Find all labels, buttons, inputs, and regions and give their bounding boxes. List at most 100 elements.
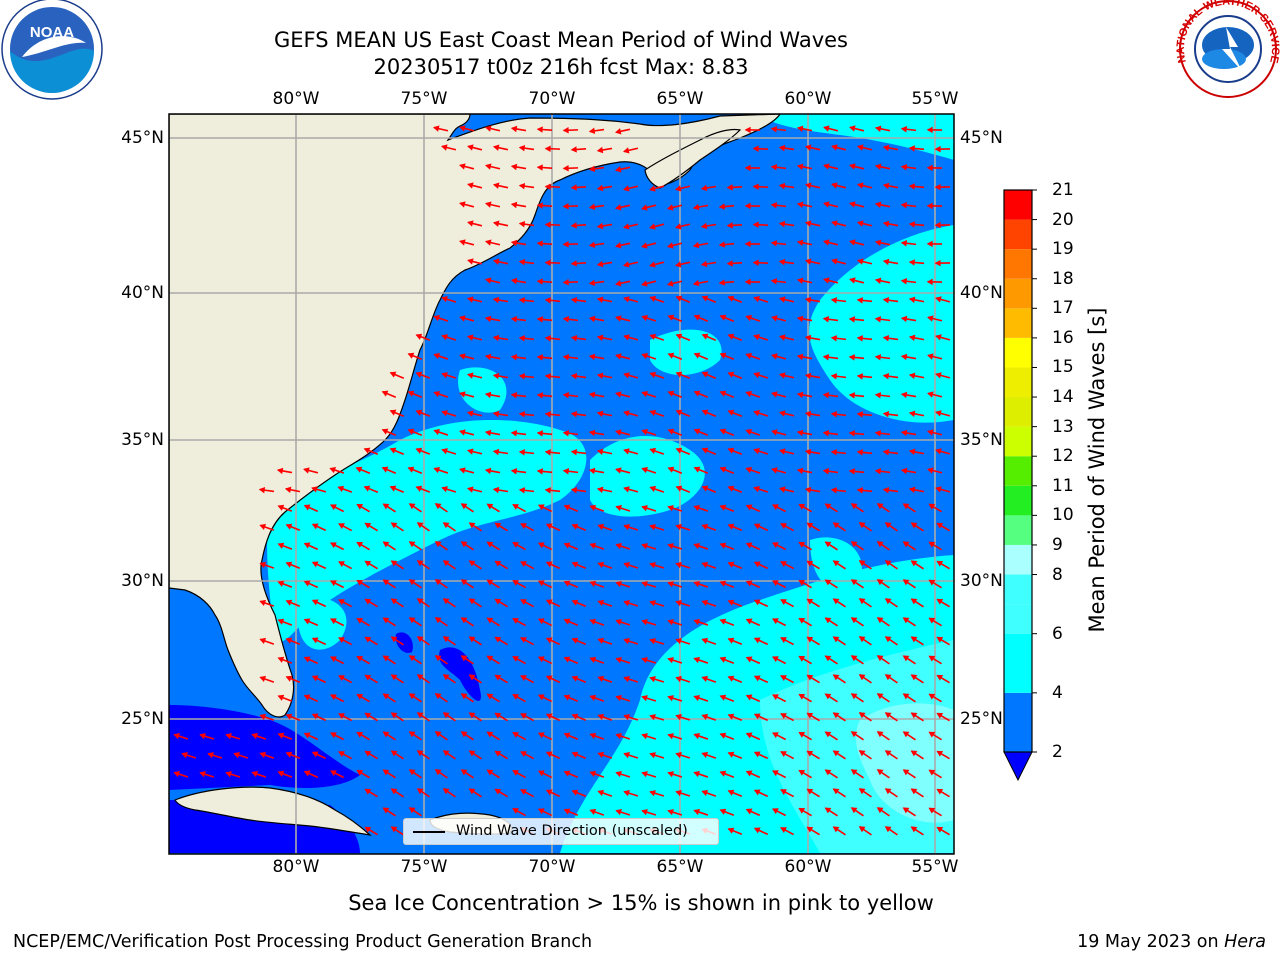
wave-arrow-head xyxy=(752,259,759,266)
wave-arrow-head xyxy=(675,752,682,759)
wave-arrow-head xyxy=(492,296,500,304)
wave-arrow-head xyxy=(822,354,830,361)
wave-arrow-head xyxy=(303,694,311,701)
wave-arrow-head xyxy=(381,428,389,435)
wave-arrow-head xyxy=(719,314,727,321)
wave-arrow-head xyxy=(459,239,466,246)
wave-arrow-head xyxy=(389,447,397,454)
wave-arrow-head xyxy=(277,618,285,625)
wave-arrow-head xyxy=(460,693,468,700)
wave-arrow-head xyxy=(822,392,830,399)
wave-arrow-head xyxy=(745,504,753,511)
colorbar xyxy=(1003,189,1037,782)
wave-arrow-head xyxy=(902,731,910,738)
wave-arrow-head xyxy=(908,221,915,228)
wave-arrow-head xyxy=(486,579,494,586)
wave-arrow-head xyxy=(667,428,675,435)
wave-arrow-head xyxy=(562,278,569,286)
wave-arrow-head xyxy=(285,751,293,758)
wave-arrow-head xyxy=(649,752,656,759)
wave-arrow-head xyxy=(311,599,319,606)
wave-arrow-head xyxy=(727,561,735,568)
colorbar-tick-label: 20 xyxy=(1052,209,1074,230)
wave-arrow-head xyxy=(902,503,910,510)
wave-arrow-head xyxy=(512,808,519,814)
wave-arrow-head xyxy=(356,503,364,510)
wave-arrow-head xyxy=(910,636,918,643)
wave-arrow-head xyxy=(416,712,424,719)
wave-arrow-head xyxy=(779,372,786,379)
wave-arrow-head xyxy=(259,561,267,569)
wave-arrow-head xyxy=(753,410,760,417)
wave-arrow-head xyxy=(667,771,674,778)
colorbar-band xyxy=(1004,190,1032,220)
wave-arrow-head xyxy=(311,523,319,530)
wave-arrow-head xyxy=(510,277,518,285)
wave-arrow-head xyxy=(544,411,551,418)
wave-arrow-head xyxy=(693,428,701,435)
wave-arrow-head xyxy=(780,637,787,643)
wave-arrow-head xyxy=(908,145,915,152)
wave-arrow-head xyxy=(597,751,605,759)
wave-arrow-head xyxy=(434,503,442,510)
wave-arrow-head xyxy=(926,278,933,286)
lat-label-right-40n: 40°N xyxy=(960,283,1003,303)
wave-arrow-head xyxy=(745,466,753,474)
wave-arrow-head xyxy=(858,674,866,681)
wave-arrow-head xyxy=(779,296,786,303)
wave-arrow-head xyxy=(876,655,884,662)
wave-arrow-head xyxy=(798,617,806,624)
wave-arrow-head xyxy=(667,352,675,359)
wave-arrow-head xyxy=(545,637,553,644)
wave-arrow-head xyxy=(441,334,448,341)
wave-arrow-head xyxy=(884,712,892,719)
wave-arrow-head xyxy=(596,296,604,304)
colorbar-label: Mean Period of Wind Waves [s] xyxy=(1085,307,1109,633)
wave-arrow-head xyxy=(544,259,551,267)
wave-arrow-head xyxy=(900,126,908,133)
wave-arrow-head xyxy=(537,618,545,625)
wave-arrow-head xyxy=(745,808,753,815)
wave-arrow-head xyxy=(876,579,884,586)
wave-arrow-head xyxy=(589,694,597,701)
wave-arrow-head xyxy=(570,260,577,267)
wave-arrow-head xyxy=(936,522,944,529)
wave-arrow-head xyxy=(727,637,735,644)
wave-arrow-head xyxy=(667,695,674,702)
wave-arrow-head xyxy=(874,392,882,399)
wave-arrow-head xyxy=(856,335,863,342)
wave-arrow-head xyxy=(563,618,571,625)
wave-arrow-head xyxy=(459,467,466,474)
wave-arrow-head xyxy=(719,352,727,359)
wave-arrow-head xyxy=(544,449,551,456)
wave-arrow-head xyxy=(804,372,812,380)
wave-arrow-head xyxy=(858,750,866,757)
wave-arrow-head xyxy=(484,467,492,475)
wave-arrow-head xyxy=(719,542,727,549)
wave-arrow-head xyxy=(719,694,727,701)
wave-arrow-head xyxy=(589,808,597,815)
wave-arrow-head xyxy=(701,637,709,645)
wave-arrow-head xyxy=(259,637,267,645)
wave-arrow-head xyxy=(330,656,337,663)
wave-arrow-head xyxy=(623,334,630,341)
wave-arrow-head xyxy=(623,261,630,268)
wave-arrow-head xyxy=(806,636,814,643)
wave-arrow-head xyxy=(407,352,415,359)
colorbar-band xyxy=(1004,367,1032,398)
wave-arrow-head xyxy=(753,751,761,758)
wave-arrow-head xyxy=(882,220,890,228)
wave-arrow-head xyxy=(796,163,804,170)
wave-arrow-head xyxy=(485,125,492,132)
wave-arrow-head xyxy=(641,429,648,436)
wave-arrow-head xyxy=(459,353,466,360)
wave-arrow-head xyxy=(363,485,371,492)
wave-arrow-head xyxy=(285,675,293,682)
wave-arrow-head xyxy=(850,541,858,548)
wave-arrow-head xyxy=(780,751,787,757)
wave-arrow-head xyxy=(459,201,466,208)
wave-arrow-head xyxy=(719,618,727,625)
lon-label-bottom-65w: 65°W xyxy=(656,857,704,877)
wave-arrow-head xyxy=(692,279,700,287)
wave-arrow-head xyxy=(831,182,838,189)
